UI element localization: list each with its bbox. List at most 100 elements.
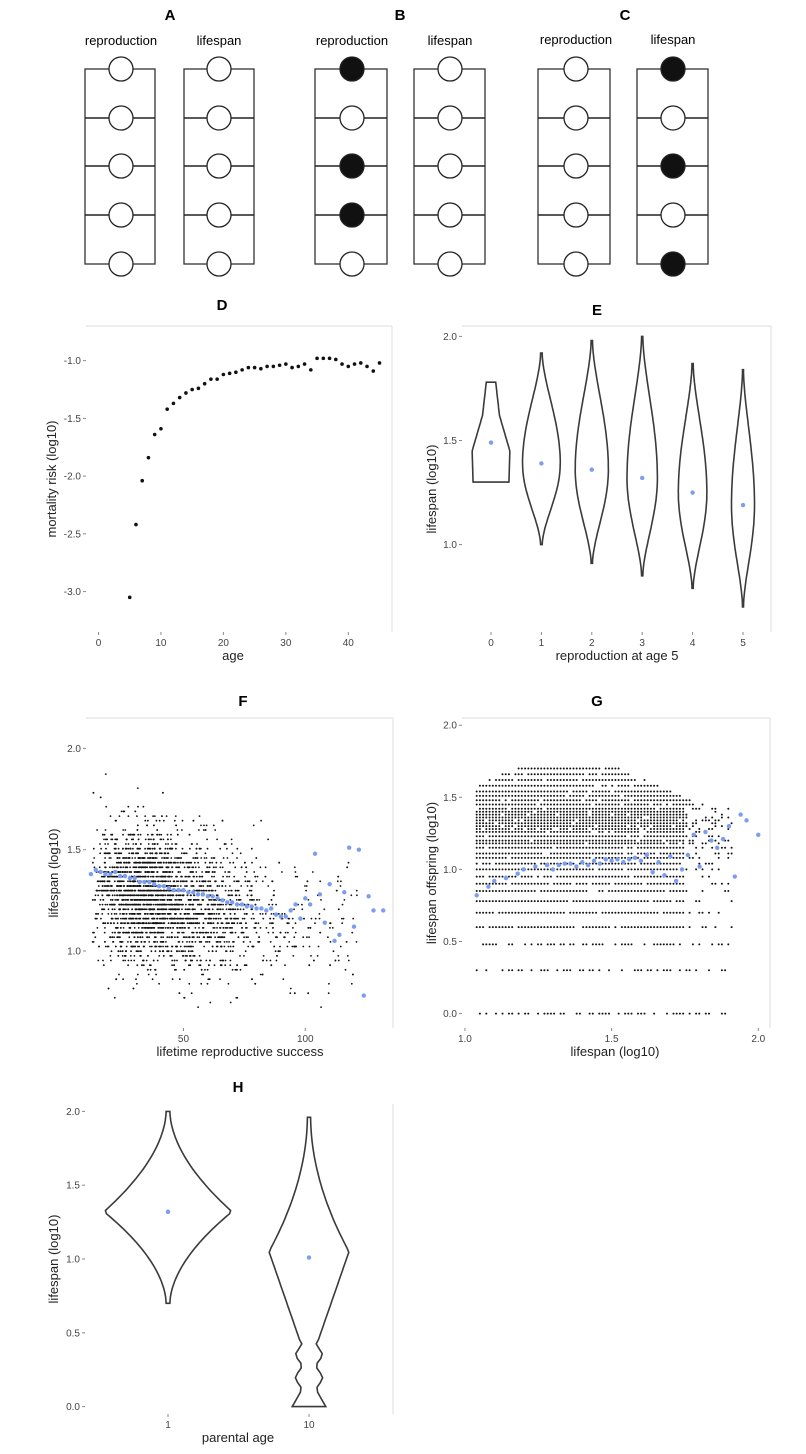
raw-point [136,894,139,897]
raw-point [504,825,507,828]
raw-point [179,917,182,920]
raw-point [559,779,562,781]
raw-point [504,799,507,802]
raw-point [533,862,536,865]
raw-point [141,936,144,939]
raw-point [291,945,294,948]
raw-point [546,846,549,849]
raw-point [122,931,125,934]
raw-point [259,866,262,869]
raw-point [630,828,633,830]
raw-point [488,784,491,787]
raw-point [533,773,536,776]
raw-point [281,871,283,873]
mean-point [142,879,147,885]
raw-point [191,903,194,906]
raw-point [504,842,507,845]
raw-point [327,992,330,995]
raw-point [546,828,549,830]
raw-point [488,911,491,914]
raw-point [633,779,636,781]
raw-point [138,847,141,850]
raw-point [188,833,191,836]
raw-point [288,917,291,920]
raw-point [620,969,623,972]
raw-point [511,900,514,903]
raw-point [217,913,220,915]
raw-point [637,822,639,825]
raw-point [208,964,210,967]
x-tick-label: 5 [740,638,746,649]
raw-point [540,868,543,871]
raw-point [485,868,488,871]
raw-point [144,838,147,841]
raw-point [180,950,183,953]
raw-point [170,917,173,920]
raw-point [309,927,312,929]
raw-point [491,803,494,806]
raw-point [485,890,488,892]
raw-point [475,969,478,972]
raw-point [611,862,614,865]
raw-point [125,861,128,864]
raw-point [210,917,212,920]
raw-point [167,913,170,915]
raw-point [614,926,617,929]
raw-point [482,882,485,885]
raw-point [107,908,110,911]
raw-point [236,908,239,911]
raw-point [488,799,491,802]
raw-point [192,913,195,915]
raw-point [134,861,137,864]
raw-point [129,866,132,869]
raw-point [591,875,594,878]
raw-point [214,880,217,883]
raw-point [165,871,168,873]
raw-point [110,959,112,962]
raw-point [130,838,133,841]
raw-point [633,825,636,828]
raw-point [533,839,536,842]
mean-point [307,902,313,907]
raw-point [96,829,98,831]
raw-point [572,767,575,770]
mean-point [366,894,371,899]
raw-point [611,767,614,770]
raw-point [630,911,633,914]
raw-point [261,880,264,883]
raw-point [211,950,214,953]
raw-point [475,868,478,871]
raw-point [514,794,517,797]
raw-point [524,875,527,878]
raw-point [588,816,591,819]
raw-point [140,941,143,943]
raw-point [208,866,211,869]
raw-point [530,856,533,859]
raw-point [511,807,514,810]
raw-point [627,842,630,845]
raw-point [126,871,129,873]
raw-point [124,903,127,906]
raw-point [142,885,145,887]
raw-point [617,846,620,849]
raw-point [620,890,623,892]
raw-point [189,871,192,873]
raw-point [546,822,549,825]
raw-point [582,816,585,819]
raw-point [191,885,194,887]
raw-point [595,799,598,802]
raw-point [117,950,120,953]
raw-point [121,894,124,897]
raw-point [517,790,520,793]
raw-point [637,842,639,845]
raw-point [562,852,565,855]
raw-point [105,847,107,850]
raw-point [524,856,527,859]
raw-point [624,822,627,825]
mean-point [93,867,98,873]
raw-point [106,885,108,887]
raw-point [501,1012,504,1015]
raw-point [162,936,165,939]
raw-point [150,875,152,878]
raw-point [251,978,253,981]
